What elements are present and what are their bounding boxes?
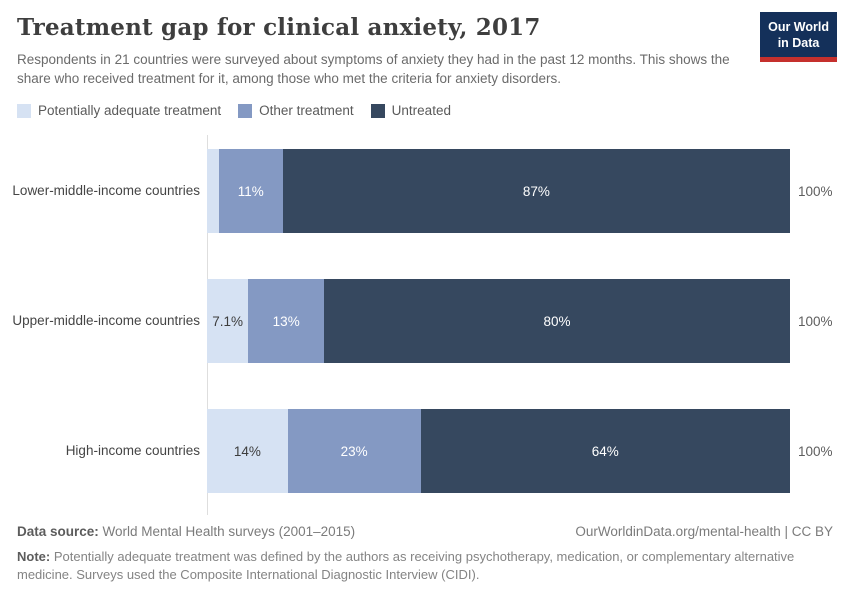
bar-row: Lower-middle-income countries 11% 87% 100% [0,149,850,233]
bar-segment[interactable]: 80% [324,279,790,363]
footer-source-row: Data source: World Mental Health surveys… [17,524,833,539]
note-text: Potentially adequate treatment was defin… [17,549,795,583]
legend-label: Other treatment [259,103,354,118]
owid-logo-line2: in Data [777,36,820,51]
bar-segment[interactable]: 87% [282,149,790,233]
chart-header: Treatment gap for clinical anxiety, 2017… [17,14,750,88]
chart-rows: Lower-middle-income countries 11% 87% 100% U… [0,149,850,493]
category-label: Upper-middle-income countries [12,313,200,329]
stacked-bar: 7.1% 13% 80% [207,279,790,363]
data-source: Data source: World Mental Health surveys… [17,524,355,539]
legend: Potentially adequate treatment Other trea… [17,103,451,118]
bar-segment[interactable] [207,149,219,233]
bar-total-label: 100% [798,313,833,329]
bar-segment[interactable]: 13% [248,279,325,363]
bar-total-label: 100% [798,183,833,199]
chart-subtitle: Respondents in 21 countries were surveye… [17,52,730,86]
category-label: High-income countries [65,443,200,459]
owid-logo-line1: Our World [768,20,829,34]
stacked-bar: 14% 23% 64% [207,409,790,493]
legend-label: Potentially adequate treatment [38,103,222,118]
stacked-bar: 11% 87% [207,149,790,233]
legend-item[interactable]: Potentially adequate treatment [17,103,221,118]
owid-logo[interactable]: Our World in Data [760,12,837,62]
bar-row: Upper-middle-income countries 7.1% 13% 80% 1… [0,279,850,363]
legend-item[interactable]: Other treatment [238,103,354,118]
stacked-bar-chart: Lower-middle-income countries 11% 87% 100% U… [0,135,850,515]
category-label: Lower-middle-income countries [12,183,200,199]
bar-segment[interactable]: 11% [218,149,283,233]
legend-label: Untreated [391,103,451,118]
footer-note: Note: Potentially adequate treatment was… [17,548,817,585]
data-source-label: Data source: [17,524,99,539]
legend-swatch-icon [238,103,253,118]
attribution-link[interactable]: OurWorldinData.org/mental-health | CC BY [575,524,833,539]
bar-row: High-income countries 14% 23% 64% 100% [0,409,850,493]
note-label: Note: [17,549,51,564]
chart-footer: Data source: World Mental Health surveys… [17,524,833,585]
legend-item[interactable]: Untreated [370,103,451,118]
bar-total-label: 100% [798,443,833,459]
bar-segment[interactable]: 23% [287,409,421,493]
legend-swatch-icon [370,103,385,118]
bar-segment[interactable]: 7.1% [207,279,249,363]
bar-segment[interactable]: 64% [420,409,790,493]
legend-swatch-icon [17,103,31,118]
bar-segment[interactable]: 14% [207,409,288,493]
chart-title: Treatment gap for clinical anxiety, 2017 [17,14,541,41]
data-source-text: World Mental Health surveys (2001–2015) [98,524,356,539]
